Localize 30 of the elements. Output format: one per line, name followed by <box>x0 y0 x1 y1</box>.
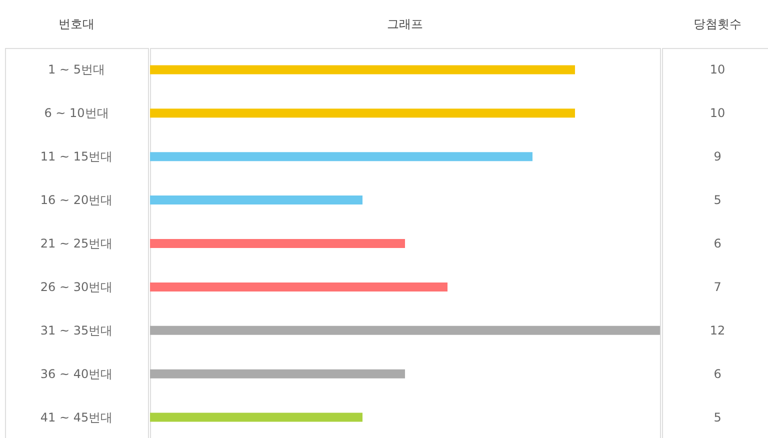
bar <box>150 326 660 335</box>
data-label: 6 <box>714 366 722 381</box>
y-tick-label: 36 ~ 40번대 <box>40 366 113 381</box>
bar <box>150 108 575 118</box>
y-tick-label: 6 ~ 10번대 <box>44 106 109 120</box>
y-tick-label: 26 ~ 30번대 <box>40 280 113 294</box>
bar <box>150 412 362 422</box>
bar <box>150 196 362 205</box>
data-label: 10 <box>710 106 726 120</box>
bar <box>150 239 405 248</box>
y-tick-label: 31 ~ 35번대 <box>40 323 113 338</box>
bar <box>150 152 532 162</box>
bar <box>150 65 575 74</box>
data-label: 7 <box>714 280 722 294</box>
data-label: 9 <box>714 150 722 164</box>
bar <box>150 369 405 378</box>
data-label: 5 <box>714 193 722 208</box>
y-axis-title: 번호대 <box>58 17 94 31</box>
y-tick-label: 11 ~ 15번대 <box>40 150 113 164</box>
y-tick-label: 41 ~ 45번대 <box>40 410 113 424</box>
bar <box>150 282 448 292</box>
data-label: 6 <box>714 236 722 250</box>
data-label: 10 <box>710 62 726 77</box>
y-tick-label: 16 ~ 20번대 <box>40 193 113 208</box>
y-tick-label: 21 ~ 25번대 <box>40 236 113 250</box>
y-tick-label: 1 ~ 5번대 <box>48 62 105 77</box>
data-label: 12 <box>710 323 726 338</box>
x-axis-title: 그래프 <box>387 17 423 31</box>
data-label: 5 <box>714 410 722 424</box>
y2-axis-title: 당첨횟수 <box>694 17 742 31</box>
